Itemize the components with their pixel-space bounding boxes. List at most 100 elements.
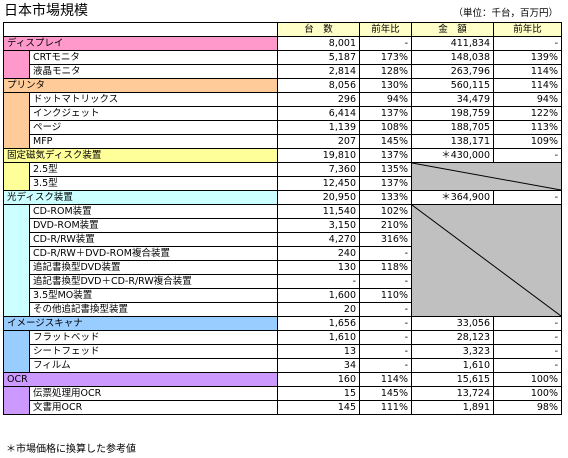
amount-yoy: 100% [493, 372, 562, 387]
units: 6,414 [277, 106, 360, 121]
amount-yoy: 114% [493, 78, 562, 93]
na-block-hdd [411, 162, 562, 191]
footnote: ＊市場価格に換算した参考値 [6, 444, 136, 455]
item-label: 追記書換型DVD装置 [29, 260, 278, 275]
category-row-scanner: イメージスキャナ 1,656 - 33,056 - [3, 316, 562, 331]
item-label: ドットマトリックス [29, 92, 278, 107]
units-yoy: 94% [359, 92, 412, 107]
category-label-printer: プリンタ [3, 78, 278, 93]
unit-note: （単位：千台，百万円） [453, 8, 558, 19]
group-indent-hdd [3, 162, 30, 191]
amount: 1,891 [411, 400, 494, 415]
item-label: フラットベッド [29, 330, 278, 345]
table-row: 2.5型 7,360 135% [3, 162, 562, 191]
units: 160 [277, 372, 360, 387]
header-units: 台 数 [277, 22, 360, 37]
table-row: フィルム 34 - 1,610 - [4, 358, 562, 373]
table-row: ドットマトリックス 296 94% 34,479 94% [3, 92, 562, 149]
units-yoy: 145% [359, 386, 412, 401]
item-label: 追記書換型DVD＋CD-R/RW複合装置 [29, 274, 278, 289]
table-row: 液晶モニタ 2,814 128% 263,796 114% [4, 64, 562, 79]
table-row: 3.5型 12,450 137% [4, 176, 562, 191]
units-yoy: - [359, 358, 412, 373]
units: 4,270 [277, 232, 360, 247]
units-yoy: - [359, 36, 412, 51]
na-diagonal [412, 163, 561, 190]
item-label: 文書用OCR [29, 400, 278, 415]
category-label-hdd: 固定磁気ディスク装置 [3, 148, 278, 163]
item-label: インクジェット [29, 106, 278, 121]
category-label-ocr: OCR [3, 372, 278, 387]
units-yoy: 173% [359, 50, 412, 65]
units: 296 [277, 92, 360, 107]
amount-yoy: - [493, 36, 562, 51]
category-label-scanner: イメージスキャナ [3, 316, 278, 331]
units-yoy: 114% [359, 372, 412, 387]
units-yoy: - [359, 330, 412, 345]
table-row: 伝票処理用OCR 15 145% 13,724 100% [3, 386, 562, 415]
amount-yoy: - [493, 316, 562, 331]
table-row: フラットベッド 1,610 - 28,123 - [3, 330, 562, 373]
header-amount: 金 額 [411, 22, 494, 37]
group-indent-printer [3, 92, 30, 149]
table-row: 追記書換型DVD＋CD-R/RW複合装置 - - [4, 274, 562, 289]
amount: 28,123 [411, 330, 494, 345]
units: 240 [277, 246, 360, 261]
units: 7,360 [277, 162, 360, 177]
amount: 148,038 [411, 50, 494, 65]
item-label: 3.5型MO装置 [29, 288, 278, 303]
item-label: フィルム [29, 358, 278, 373]
amount: 198,759 [411, 106, 494, 121]
amount: 560,115 [411, 78, 494, 93]
units: 34 [277, 358, 360, 373]
table-row: CD-ROM装置 11,540 102% [3, 204, 562, 317]
item-label: DVD-ROM装置 [29, 218, 278, 233]
units-yoy: 111% [359, 400, 412, 415]
amount-yoy: 113% [493, 120, 562, 135]
amount: 263,796 [411, 64, 494, 79]
units: 20 [277, 302, 360, 317]
table-row: CD-R/RW＋DVD-ROM複合装置 240 - [4, 246, 562, 261]
units-yoy: 135% [359, 162, 412, 177]
amount-yoy: - [493, 330, 562, 345]
units: 11,540 [277, 204, 360, 219]
amount-yoy: - [493, 148, 562, 163]
category-row-hdd: 固定磁気ディスク装置 19,810 137% ＊430,000 - [3, 148, 562, 163]
units-yoy: 108% [359, 120, 412, 135]
units: 1,610 [277, 330, 360, 345]
units: 8,001 [277, 36, 360, 51]
table-row: シートフェッド 13 - 3,323 - [4, 344, 562, 359]
na-diagonal [412, 205, 561, 316]
item-label: CD-R/RW装置 [29, 232, 278, 247]
amount: 138,171 [411, 134, 494, 149]
units: 1,656 [277, 316, 360, 331]
amount: 1,610 [411, 358, 494, 373]
group-indent-optical [3, 204, 30, 317]
group-indent-ocr [3, 386, 30, 415]
table-row: CRTモニタ 5,187 173% 148,038 139% [3, 50, 562, 79]
units: 5,187 [277, 50, 360, 65]
table-row: その他追記書換型装置 20 - [4, 302, 562, 317]
amount-yoy: 114% [493, 64, 562, 79]
table-row: ページ 1,139 108% 188,705 113% [4, 120, 562, 135]
amount-yoy: 139% [493, 50, 562, 65]
item-label: CRTモニタ [29, 50, 278, 65]
item-label: 2.5型 [29, 162, 278, 177]
units: 2,814 [277, 64, 360, 79]
units-yoy: - [359, 246, 412, 261]
na-block-optical [411, 204, 562, 317]
header-blank [3, 22, 278, 37]
header-units-yoy: 前年比 [359, 22, 412, 37]
item-label: MFP [29, 134, 278, 149]
amount-yoy: 100% [493, 386, 562, 401]
category-label-display: ディスプレイ [3, 36, 278, 51]
item-label: CD-ROM装置 [29, 204, 278, 219]
header-amount-yoy: 前年比 [493, 22, 562, 37]
units: 19,810 [277, 148, 360, 163]
amount-yoy: 122% [493, 106, 562, 121]
units-yoy: 118% [359, 260, 412, 275]
units-yoy: - [359, 344, 412, 359]
units-yoy: 137% [359, 106, 412, 121]
units: 13 [277, 344, 360, 359]
amount: 34,479 [411, 92, 494, 107]
